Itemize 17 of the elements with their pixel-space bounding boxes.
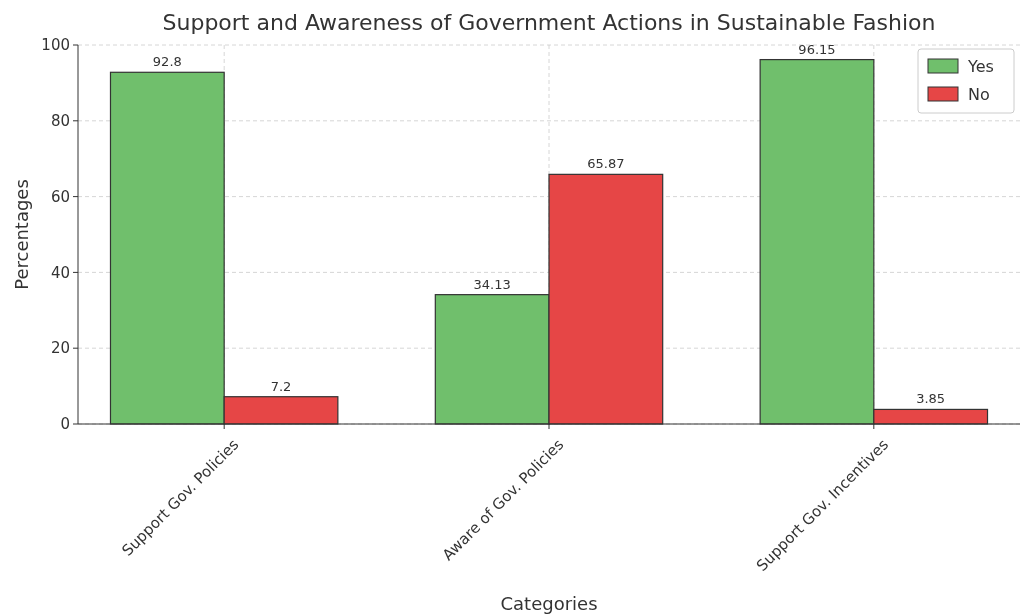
- y-tick-label: 60: [50, 187, 70, 206]
- y-tick-label: 80: [50, 112, 70, 131]
- y-tick-label: 0: [60, 415, 70, 434]
- y-tick-label: 20: [50, 339, 70, 358]
- data-label: 65.87: [587, 156, 625, 172]
- data-label: 3.85: [916, 391, 946, 407]
- legend-label: No: [968, 84, 990, 104]
- data-label: 96.15: [798, 41, 836, 57]
- data-label: 34.13: [473, 276, 511, 292]
- y-tick-label: 40: [50, 263, 70, 282]
- y-tick-label: 100: [41, 36, 70, 55]
- data-label: 7.2: [270, 378, 292, 394]
- data-label: 92.8: [152, 54, 182, 70]
- chart-title: Support and Awareness of Government Actions in Sustainable Fashion: [162, 10, 936, 35]
- y-axis-title: Percentages: [11, 179, 32, 290]
- legend-label: Yes: [967, 56, 994, 76]
- x-axis-title: Categories: [500, 593, 598, 614]
